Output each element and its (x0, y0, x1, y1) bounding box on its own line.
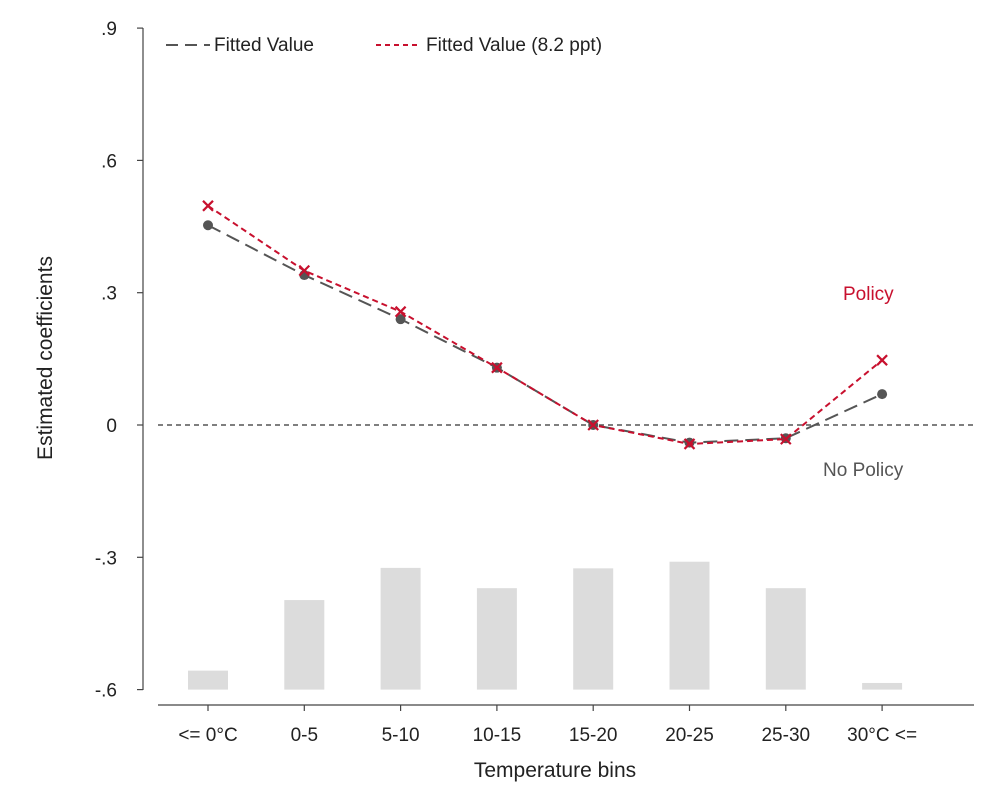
y-axis-label: Estimated coefficients (34, 256, 57, 460)
distribution-bar (188, 670, 228, 690)
y-tick-label: .9 (101, 19, 117, 40)
distribution-bar (380, 567, 421, 690)
legend-label-fitted-value: Fitted Value (214, 35, 314, 56)
series-point (491, 361, 503, 374)
series-point (202, 200, 214, 212)
series-point (394, 305, 407, 318)
x-axis-ticks: <= 0°C 0-5 5-10 10-15 15-20 20-25 25-30 30°C <= (178, 705, 917, 746)
x-tick-label: 15-20 (569, 725, 618, 746)
x-tick-label: 10-15 (473, 725, 522, 746)
series-point (877, 389, 888, 400)
series-lines (202, 200, 888, 450)
annotation-no-policy: No Policy (823, 460, 904, 481)
y-axis-ticks: .9 .6 .3 0 -.3 -.6 (95, 19, 143, 702)
distribution-bar (669, 561, 710, 690)
x-tick-label: 5-10 (382, 725, 420, 746)
x-tick-label: 25-30 (761, 725, 810, 746)
distribution-bar (862, 682, 903, 690)
series-point (395, 314, 406, 325)
x-tick-label: 0-5 (291, 725, 318, 746)
legend: Fitted Value Fitted Value (8.2 ppt) (166, 35, 602, 56)
legend-label-fitted-value-8-2-ppt: Fitted Value (8.2 ppt) (426, 35, 602, 56)
x-tick-label: 30°C <= (847, 725, 917, 746)
series-point (683, 438, 696, 450)
distribution-bar (765, 588, 806, 690)
series-point (587, 419, 599, 431)
distribution-bar (284, 600, 325, 690)
y-tick-label: -.6 (95, 681, 117, 702)
series-line (207, 224, 883, 444)
series-point (780, 433, 792, 445)
x-tick-label: <= 0°C (178, 725, 237, 746)
series-point (298, 264, 311, 277)
annotation-policy: Policy (843, 284, 894, 305)
y-tick-label: .3 (101, 284, 117, 305)
y-tick-label: -.3 (95, 548, 117, 569)
distribution-bars (188, 561, 903, 690)
x-tick-label: 20-25 (665, 725, 714, 746)
y-tick-label: .6 (101, 151, 117, 172)
series-point (203, 220, 213, 231)
distribution-bar (476, 588, 517, 690)
x-axis-label: Temperature bins (474, 759, 636, 782)
y-tick-label: 0 (106, 416, 117, 437)
distribution-bar (573, 568, 614, 690)
series-point (876, 354, 888, 366)
series-line (207, 204, 883, 445)
